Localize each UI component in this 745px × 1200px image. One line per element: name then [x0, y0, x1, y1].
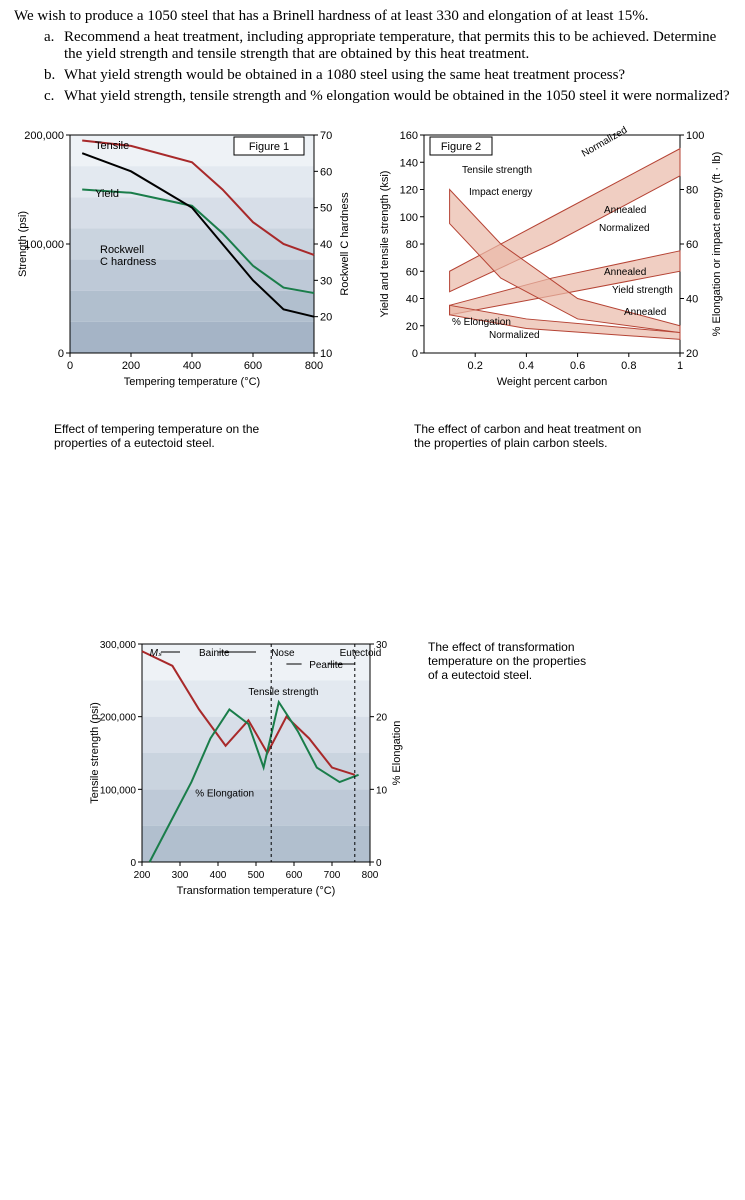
- svg-text:Pearlite: Pearlite: [309, 660, 343, 671]
- svg-text:800: 800: [362, 870, 379, 881]
- svg-text:70: 70: [320, 130, 332, 142]
- svg-text:400: 400: [183, 360, 201, 372]
- svg-text:100,000: 100,000: [100, 785, 137, 796]
- svg-text:Tensile: Tensile: [95, 140, 129, 152]
- svg-text:Normalized: Normalized: [489, 330, 540, 341]
- svg-text:200: 200: [134, 870, 151, 881]
- svg-text:Transformation temperature (°C: Transformation temperature (°C): [177, 885, 336, 897]
- svg-text:0.4: 0.4: [519, 360, 534, 372]
- svg-text:0.6: 0.6: [570, 360, 585, 372]
- svg-text:80: 80: [686, 185, 698, 197]
- svg-text:C hardness: C hardness: [100, 256, 157, 268]
- svg-text:Figure 2: Figure 2: [441, 141, 481, 153]
- svg-text:140: 140: [400, 157, 418, 169]
- svg-text:600: 600: [244, 360, 262, 372]
- svg-text:80: 80: [406, 239, 418, 251]
- svg-text:50: 50: [320, 203, 332, 215]
- svg-text:1: 1: [677, 360, 683, 372]
- svg-text:0.2: 0.2: [468, 360, 483, 372]
- svg-text:Annealed: Annealed: [604, 205, 646, 216]
- svg-text:Annealed: Annealed: [624, 307, 666, 318]
- svg-text:Tempering temperature (°C): Tempering temperature (°C): [124, 376, 260, 388]
- svg-text:% Elongation: % Elongation: [391, 721, 403, 786]
- svg-text:0: 0: [130, 858, 136, 869]
- svg-text:20: 20: [686, 348, 698, 360]
- svg-text:800: 800: [305, 360, 323, 372]
- svg-text:Tensile strength: Tensile strength: [248, 687, 318, 698]
- svg-text:Normalized: Normalized: [599, 223, 650, 234]
- svg-text:Rockwell C hardness: Rockwell C hardness: [339, 192, 351, 296]
- svg-text:Tensile strength: Tensile strength: [462, 165, 532, 176]
- svg-text:% Elongation: % Elongation: [452, 317, 511, 328]
- svg-text:40: 40: [406, 294, 418, 306]
- svg-text:0.8: 0.8: [621, 360, 636, 372]
- svg-text:20: 20: [406, 321, 418, 333]
- svg-text:300,000: 300,000: [100, 640, 137, 651]
- svg-text:Tensile strength (psi): Tensile strength (psi): [89, 702, 101, 804]
- question-list: a.Recommend a heat treatment, including …: [44, 29, 731, 105]
- question-item: a.Recommend a heat treatment, including …: [44, 29, 731, 63]
- svg-text:20: 20: [376, 713, 388, 724]
- svg-text:% Elongation or impact energy: % Elongation or impact energy (ft · lb): [711, 152, 723, 337]
- figure-3-chart: 200300400500600700800Transformation temp…: [84, 630, 414, 910]
- svg-text:60: 60: [320, 166, 332, 178]
- svg-text:Figure 1: Figure 1: [249, 141, 289, 153]
- figure-1-caption: Effect of tempering temperature on the p…: [54, 422, 284, 450]
- svg-text:700: 700: [324, 870, 341, 881]
- svg-text:0: 0: [412, 348, 418, 360]
- svg-text:0: 0: [67, 360, 73, 372]
- svg-text:600: 600: [286, 870, 303, 881]
- figure-2-chart: 0.2 0.4 0.6 0.8 1 Weight percent carbon 0 20 40 6…: [374, 123, 734, 413]
- svg-text:Yield strength: Yield strength: [612, 285, 673, 296]
- svg-text:40: 40: [320, 239, 332, 251]
- svg-text:% Elongation: % Elongation: [195, 789, 254, 800]
- svg-text:100: 100: [686, 130, 704, 142]
- svg-text:Yield and tensile strength (ks: Yield and tensile strength (ksi): [379, 171, 391, 318]
- svg-text:Eutectoid: Eutectoid: [340, 648, 382, 659]
- svg-text:Nose: Nose: [271, 648, 295, 659]
- svg-text:0: 0: [58, 348, 64, 360]
- svg-text:400: 400: [210, 870, 227, 881]
- svg-text:Rockwell: Rockwell: [100, 244, 144, 256]
- svg-text:200: 200: [122, 360, 140, 372]
- question-intro: We wish to produce a 1050 steel that has…: [14, 8, 731, 25]
- svg-text:10: 10: [320, 348, 332, 360]
- svg-text:0: 0: [376, 858, 382, 869]
- svg-text:Impact energy: Impact energy: [469, 187, 532, 198]
- figure-1-chart: 0 200 400 600 800 Tempering temperature (°C) 0…: [14, 123, 364, 413]
- figure-2-caption: The effect of carbon and heat treatment …: [414, 422, 644, 450]
- svg-text:Yield: Yield: [95, 188, 119, 200]
- svg-text:160: 160: [400, 130, 418, 142]
- svg-text:Annealed: Annealed: [604, 267, 646, 278]
- svg-text:10: 10: [376, 785, 388, 796]
- svg-text:Weight percent carbon: Weight percent carbon: [497, 376, 607, 388]
- question-item: b.What yield strength would be obtained …: [44, 67, 731, 84]
- svg-text:60: 60: [686, 239, 698, 251]
- svg-text:200,000: 200,000: [24, 130, 64, 142]
- svg-text:100,000: 100,000: [24, 239, 64, 251]
- svg-text:500: 500: [248, 870, 265, 881]
- svg-text:300: 300: [172, 870, 189, 881]
- svg-text:100: 100: [400, 212, 418, 224]
- svg-text:40: 40: [686, 294, 698, 306]
- svg-text:30: 30: [320, 275, 332, 287]
- svg-text:Bainite: Bainite: [199, 648, 230, 659]
- svg-text:200,000: 200,000: [100, 713, 137, 724]
- svg-text:60: 60: [406, 266, 418, 278]
- figure-3-caption: The effect of transformation temperature…: [428, 640, 598, 682]
- question-item: c.What yield strength, tensile strength …: [44, 88, 731, 105]
- svg-text:20: 20: [320, 312, 332, 324]
- svg-text:Mₛ: Mₛ: [150, 648, 162, 659]
- svg-text:Strength (psi): Strength (psi): [17, 211, 29, 277]
- svg-text:120: 120: [400, 185, 418, 197]
